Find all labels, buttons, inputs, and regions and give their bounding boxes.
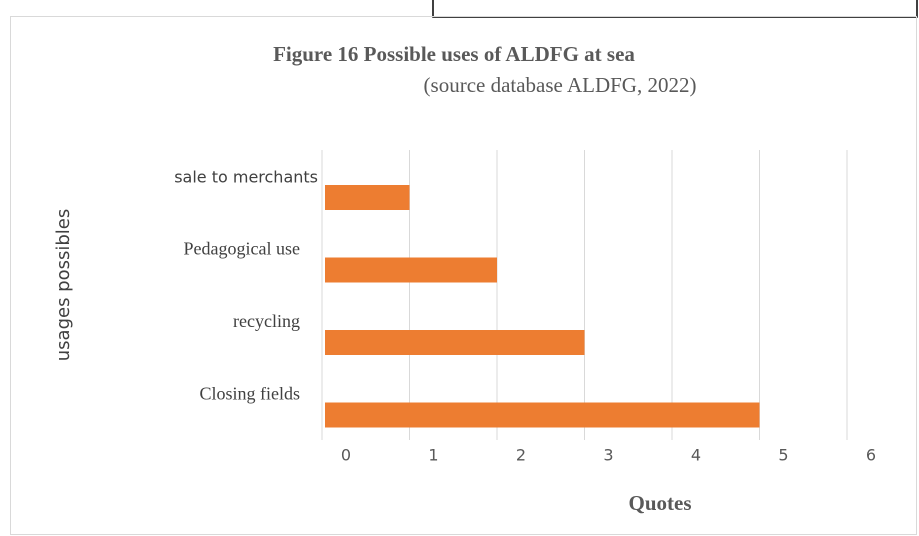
text-box (432, 0, 918, 18)
x-tick-label: 2 (516, 446, 526, 465)
x-axis-label: Quotes (629, 491, 692, 515)
x-tick-label: 0 (341, 446, 351, 465)
x-tick-label: 4 (691, 446, 701, 465)
x-tick-label: 1 (428, 446, 438, 465)
bar (325, 257, 497, 283)
y-tick-label: Closing fields (199, 384, 300, 404)
bar (325, 402, 760, 428)
y-tick-label: sale to merchants (174, 168, 318, 187)
bar (325, 185, 410, 210)
x-tick-label: 3 (603, 446, 613, 465)
chart-title: Figure 16 Possible uses of ALDFG at sea (273, 42, 635, 66)
chart-subtitle: (source database ALDFG, 2022) (424, 73, 697, 97)
x-tick-label: 6 (866, 446, 876, 465)
y-tick-label: Pedagogical use (184, 239, 300, 259)
bar (325, 330, 585, 355)
y-axis-label: usages possibles (53, 209, 74, 362)
y-tick-label: recycling (233, 311, 300, 331)
chart-border (10, 16, 917, 535)
x-tick-label: 5 (778, 446, 788, 465)
